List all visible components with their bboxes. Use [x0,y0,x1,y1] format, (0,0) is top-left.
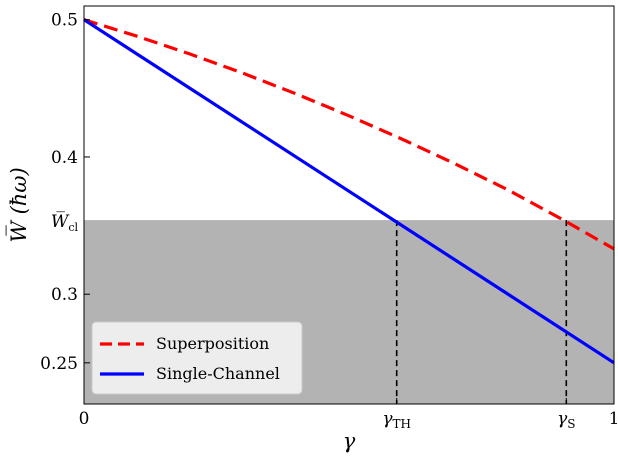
legend-label: Single-Channel [156,364,280,383]
x-tick-label: γTH [382,409,411,431]
y-axis-label: W̅ (ħω) [6,167,31,242]
plot-frame [83,5,615,405]
x-tick-label: 0 [79,409,90,429]
series-line-single-channel [83,18,615,365]
y-tick-label: 0.3 [51,285,78,305]
legend-label: Superposition [156,334,269,353]
series-layer [83,18,615,365]
y-tick-label: 0.4 [51,148,78,168]
legend-box [91,321,303,395]
x-tick-label: γS [557,409,575,431]
x-axis-label: γ [343,429,356,453]
y-tick-label: 0.5 [51,11,78,31]
legend: Superposition Single-Channel [91,321,303,395]
series-line-superposition [83,18,615,251]
threshold-label: W̅cl [51,211,79,234]
threshold-markers [395,220,568,404]
y-tick-label: 0.25 [40,354,78,374]
x-tick-label: 1 [609,409,618,429]
